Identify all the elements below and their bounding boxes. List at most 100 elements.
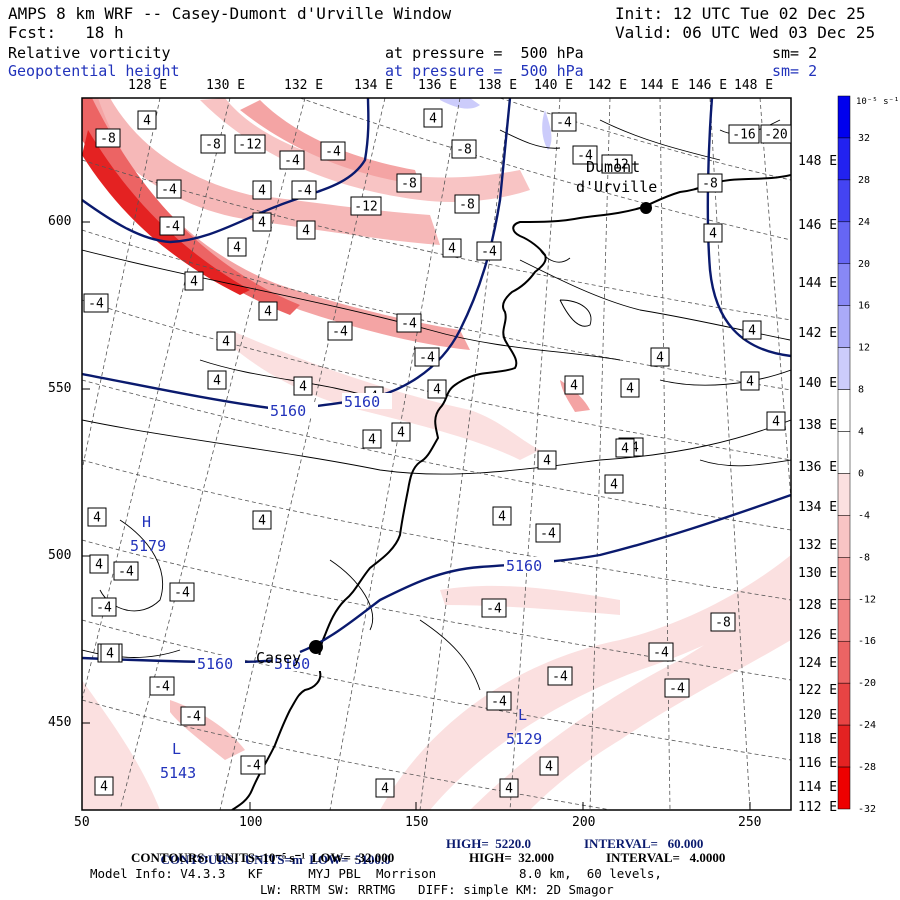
svg-text:-4: -4 (96, 601, 112, 616)
colorbar-label: -28 (858, 762, 876, 773)
lon-top-label: 134 E (354, 78, 394, 93)
lon-right-label: 128 E (798, 598, 838, 613)
durville-label: d'Urville (576, 178, 657, 196)
field1-name: Relative vorticity (8, 44, 171, 62)
colorbar-label: 4 (858, 427, 864, 438)
svg-text:-4: -4 (577, 149, 593, 164)
colorbar-label: 16 (858, 301, 870, 312)
vorticity-label-35: 4 (293, 376, 313, 396)
vorticity-label-53: -4 (169, 582, 195, 602)
svg-text:-4: -4 (481, 245, 497, 260)
svg-text:-4: -4 (325, 145, 341, 160)
vorticity-label-51: 4 (89, 554, 109, 574)
svg-text:-12: -12 (354, 200, 377, 215)
footer-vort-high: HIGH= 32.000 (469, 850, 555, 865)
svg-text:-8: -8 (100, 132, 116, 147)
colorbar-label: 12 (858, 343, 870, 354)
svg-text:4: 4 (93, 511, 101, 526)
svg-text:-4: -4 (653, 646, 669, 661)
colorbar-label: -12 (858, 594, 876, 605)
high-marker: H (142, 513, 151, 531)
field2-pressure: at pressure = 500 hPa (385, 62, 584, 80)
colorbar-swatch (837, 557, 851, 600)
vorticity-label-27: -4 (83, 293, 109, 313)
svg-text:4: 4 (381, 782, 389, 797)
svg-text:4: 4 (397, 426, 405, 441)
svg-text:-4: -4 (118, 565, 134, 580)
svg-text:4: 4 (258, 216, 266, 231)
vorticity-label-3: -12 (234, 134, 266, 154)
lon-right-label: 112 E (798, 800, 838, 815)
svg-text:-20: -20 (764, 128, 787, 143)
lon-top-label: 138 E (478, 78, 518, 93)
vorticity-label-15: -4 (159, 216, 185, 236)
vorticity-label-65: 4 (94, 776, 114, 796)
vorticity-label-1: 4 (137, 110, 157, 130)
svg-text:-4: -4 (332, 325, 348, 340)
vorticity-label-70: 4 (650, 347, 670, 367)
footer-height-contours: CONTOURS: UNITS=m LOW= 5100.0 (160, 852, 391, 867)
vorticity-label-49: 4 (492, 506, 512, 526)
low-value: 5129 (506, 730, 542, 748)
lon-right-label: 138 E (798, 418, 838, 433)
footer-model-info: Model Info: V4.3.3 KF MYJ PBL Morrison 8… (90, 866, 662, 881)
chart-title: AMPS 8 km WRF -- Casey-Dumont d'Urville … (8, 4, 452, 23)
svg-text:-16: -16 (732, 128, 755, 143)
vorticity-label-59: -4 (149, 676, 175, 696)
casey-station-marker (309, 640, 323, 654)
svg-text:4: 4 (258, 514, 266, 529)
vorticity-label-8: -4 (572, 145, 598, 165)
vorticity-label-38: 4 (564, 375, 584, 395)
coastline (231, 174, 791, 810)
vorticity-label-61: -4 (547, 666, 573, 686)
svg-text:4: 4 (433, 383, 441, 398)
vorticity-label-71: 4 (615, 438, 635, 458)
svg-text:-8: -8 (456, 143, 472, 158)
svg-text:-4: -4 (164, 220, 180, 235)
colorbar-label: 0 (858, 468, 864, 479)
dumont-durville-station-marker (640, 202, 652, 214)
vorticity-label-10: -12 (350, 196, 382, 216)
svg-text:-8: -8 (401, 177, 417, 192)
colorbar-swatch (837, 724, 851, 768)
svg-text:4: 4 (505, 782, 513, 797)
colorbar-swatch (837, 473, 851, 516)
colorbar-swatch (837, 431, 851, 474)
lon-top-label: 142 E (588, 78, 628, 93)
svg-text:-4: -4 (296, 184, 312, 199)
vorticity-label-72: 4 (100, 643, 120, 663)
svg-text:4: 4 (302, 224, 310, 239)
colorbar-swatch (837, 305, 851, 348)
colorbar-label: 24 (858, 217, 870, 228)
footer-vort-interval: INTERVAL= 4.0000 (606, 850, 726, 865)
vorticity-label-52: -4 (113, 561, 139, 581)
svg-text:-4: -4 (245, 759, 261, 774)
lon-top-label: 132 E (284, 78, 324, 93)
low-value: 5143 (160, 764, 196, 782)
vorticity-label-46: 4 (604, 474, 624, 494)
footer-vort-contours: CONTOURS: UNITS=10⁻⁵ s⁻¹ LOW= -32.000 (131, 850, 395, 865)
height-label-5160: 5160 (506, 557, 542, 575)
high-value: 5179 (130, 537, 166, 555)
lon-right-label: 118 E (798, 732, 838, 747)
vorticity-label-33: -4 (414, 347, 440, 367)
svg-text:4: 4 (545, 760, 553, 775)
svg-text:-12: -12 (238, 138, 261, 153)
vorticity-label-2: -8 (200, 134, 226, 154)
vorticity-label-55: -4 (481, 598, 507, 618)
lon-top-label: 148 E (734, 78, 774, 93)
colorbar-label: 8 (858, 385, 864, 396)
svg-text:4: 4 (222, 335, 230, 350)
x-tick-250: 250 (738, 815, 762, 830)
svg-text:-8: -8 (205, 138, 221, 153)
colorbar-label: 20 (858, 259, 870, 270)
x-tick-100: 100 (239, 815, 263, 830)
vorticity-label-16: 4 (227, 237, 247, 257)
colorbar-label: 32 (858, 133, 870, 144)
vorticity-label-17: 4 (252, 212, 272, 232)
lon-right-label: 126 E (798, 628, 838, 643)
vorticity-label-44: 4 (537, 450, 557, 470)
svg-text:-4: -4 (552, 670, 568, 685)
colorbar-swatch (837, 599, 851, 642)
